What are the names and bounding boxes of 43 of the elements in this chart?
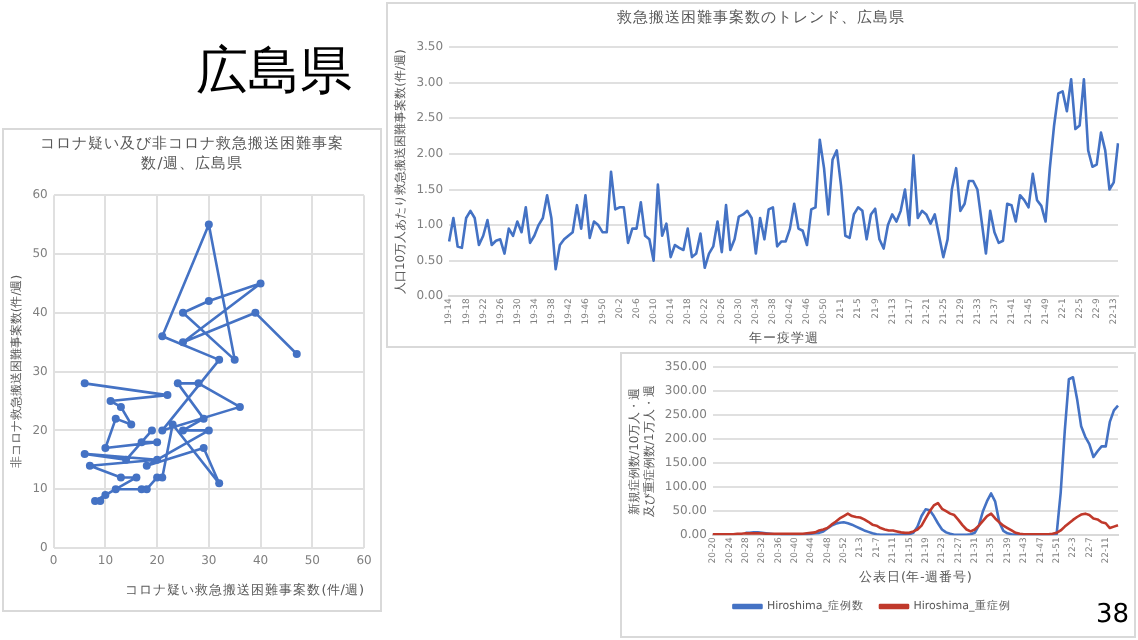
point <box>292 349 301 358</box>
point <box>111 485 120 494</box>
point <box>178 426 187 435</box>
point <box>204 220 213 229</box>
point <box>178 338 187 347</box>
point <box>111 414 120 423</box>
point <box>251 308 260 317</box>
point <box>85 461 94 470</box>
point <box>158 332 167 341</box>
point <box>106 397 115 405</box>
point <box>194 379 203 388</box>
point <box>173 379 182 388</box>
point <box>80 379 89 388</box>
text: 広島県 <box>196 40 352 106</box>
point <box>178 308 187 317</box>
text: 38 <box>1096 600 1130 630</box>
point <box>147 426 156 435</box>
point <box>153 455 162 464</box>
point <box>101 444 110 453</box>
point <box>142 461 151 470</box>
point <box>168 420 177 429</box>
point <box>116 402 125 411</box>
point <box>215 479 224 488</box>
point <box>132 473 141 482</box>
point <box>116 473 125 482</box>
point <box>204 297 213 306</box>
point <box>158 426 167 435</box>
point <box>199 444 208 453</box>
point <box>230 355 239 364</box>
point <box>158 473 167 482</box>
point <box>256 279 265 288</box>
point <box>153 438 162 447</box>
point <box>204 426 213 435</box>
point <box>101 491 110 500</box>
point <box>199 414 208 423</box>
point <box>122 455 131 464</box>
point <box>127 420 136 429</box>
point <box>96 496 105 505</box>
point <box>137 438 146 447</box>
point <box>215 355 224 364</box>
point <box>163 391 172 400</box>
point <box>235 402 244 411</box>
point <box>80 449 89 458</box>
